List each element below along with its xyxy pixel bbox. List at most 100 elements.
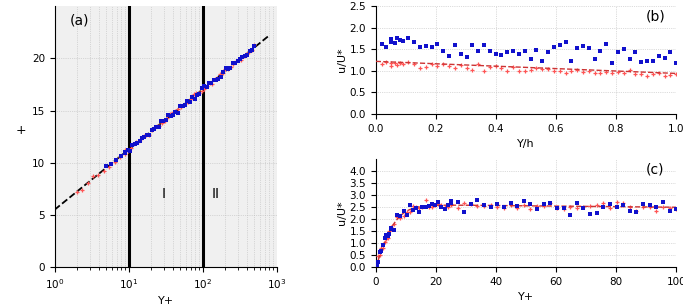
Point xyxy=(220,66,231,71)
Point xyxy=(492,204,503,209)
Point xyxy=(217,71,228,76)
Point xyxy=(499,205,510,210)
Point xyxy=(653,53,664,58)
Point xyxy=(141,133,152,138)
Point xyxy=(548,45,559,50)
Point xyxy=(417,204,428,209)
Point xyxy=(120,150,130,155)
Point xyxy=(385,225,396,230)
Point xyxy=(449,43,460,48)
Point xyxy=(395,216,406,221)
Point xyxy=(380,232,391,237)
Point xyxy=(671,61,682,66)
Text: II: II xyxy=(212,187,220,201)
Point xyxy=(545,200,556,205)
Point xyxy=(385,225,396,230)
Point xyxy=(220,65,231,70)
Point xyxy=(385,227,396,231)
Point xyxy=(555,43,566,48)
Point xyxy=(199,84,210,88)
Point xyxy=(196,86,207,91)
Point xyxy=(141,133,152,138)
Point xyxy=(545,200,556,205)
Point xyxy=(385,60,396,65)
Point xyxy=(555,68,566,73)
Point xyxy=(538,204,549,209)
Point xyxy=(376,41,387,46)
Point xyxy=(502,49,513,54)
Point xyxy=(415,66,426,71)
Point xyxy=(391,62,402,67)
Point xyxy=(445,198,456,203)
Point xyxy=(560,40,571,45)
Point xyxy=(525,68,536,72)
Point xyxy=(578,69,589,74)
Point xyxy=(472,198,483,203)
Point xyxy=(376,61,387,66)
Point xyxy=(604,201,615,206)
Point xyxy=(143,133,154,138)
Point xyxy=(423,204,434,209)
Point xyxy=(149,125,160,130)
Point xyxy=(459,209,470,214)
Point xyxy=(208,77,219,82)
Point xyxy=(130,139,141,144)
Point xyxy=(638,201,649,206)
Point xyxy=(423,204,434,209)
Point xyxy=(445,202,456,207)
Point xyxy=(173,107,184,111)
Point xyxy=(395,213,406,218)
Point xyxy=(426,204,437,209)
Point xyxy=(239,53,250,58)
Point xyxy=(401,210,412,215)
Point xyxy=(408,40,419,45)
Point xyxy=(591,203,602,208)
Point xyxy=(398,208,409,213)
Point xyxy=(129,141,140,146)
Point xyxy=(72,190,83,195)
Point xyxy=(170,108,181,113)
Point xyxy=(165,112,176,117)
Point xyxy=(525,206,536,211)
Point xyxy=(120,148,130,153)
Point xyxy=(444,63,455,68)
Point xyxy=(249,43,260,48)
Point xyxy=(518,203,529,208)
Point xyxy=(165,113,176,118)
Point xyxy=(379,236,390,241)
Point xyxy=(617,200,628,205)
Point xyxy=(417,205,428,210)
Point xyxy=(191,91,202,96)
Point xyxy=(514,69,525,74)
Point xyxy=(381,45,392,49)
Point xyxy=(644,203,655,208)
Point xyxy=(630,50,641,55)
Point xyxy=(127,143,138,148)
Point xyxy=(122,148,133,153)
Point xyxy=(183,99,194,104)
Point xyxy=(408,203,419,208)
Point xyxy=(394,38,405,43)
Point xyxy=(172,110,183,115)
Point xyxy=(372,260,382,265)
Point xyxy=(207,81,218,86)
Point xyxy=(177,104,188,109)
Point xyxy=(601,41,612,46)
Point xyxy=(420,65,431,70)
Point xyxy=(397,61,408,66)
Point xyxy=(376,248,387,253)
Point xyxy=(479,42,490,47)
Point xyxy=(162,116,173,121)
Point xyxy=(397,38,408,43)
Point xyxy=(153,125,164,130)
Point xyxy=(382,236,393,241)
Point xyxy=(125,146,136,150)
Point xyxy=(152,124,163,129)
Point xyxy=(499,206,510,211)
Point xyxy=(518,198,529,203)
Point xyxy=(618,46,629,51)
Point xyxy=(158,119,169,123)
Point xyxy=(624,208,635,213)
Point xyxy=(538,201,549,206)
Point xyxy=(138,134,149,139)
